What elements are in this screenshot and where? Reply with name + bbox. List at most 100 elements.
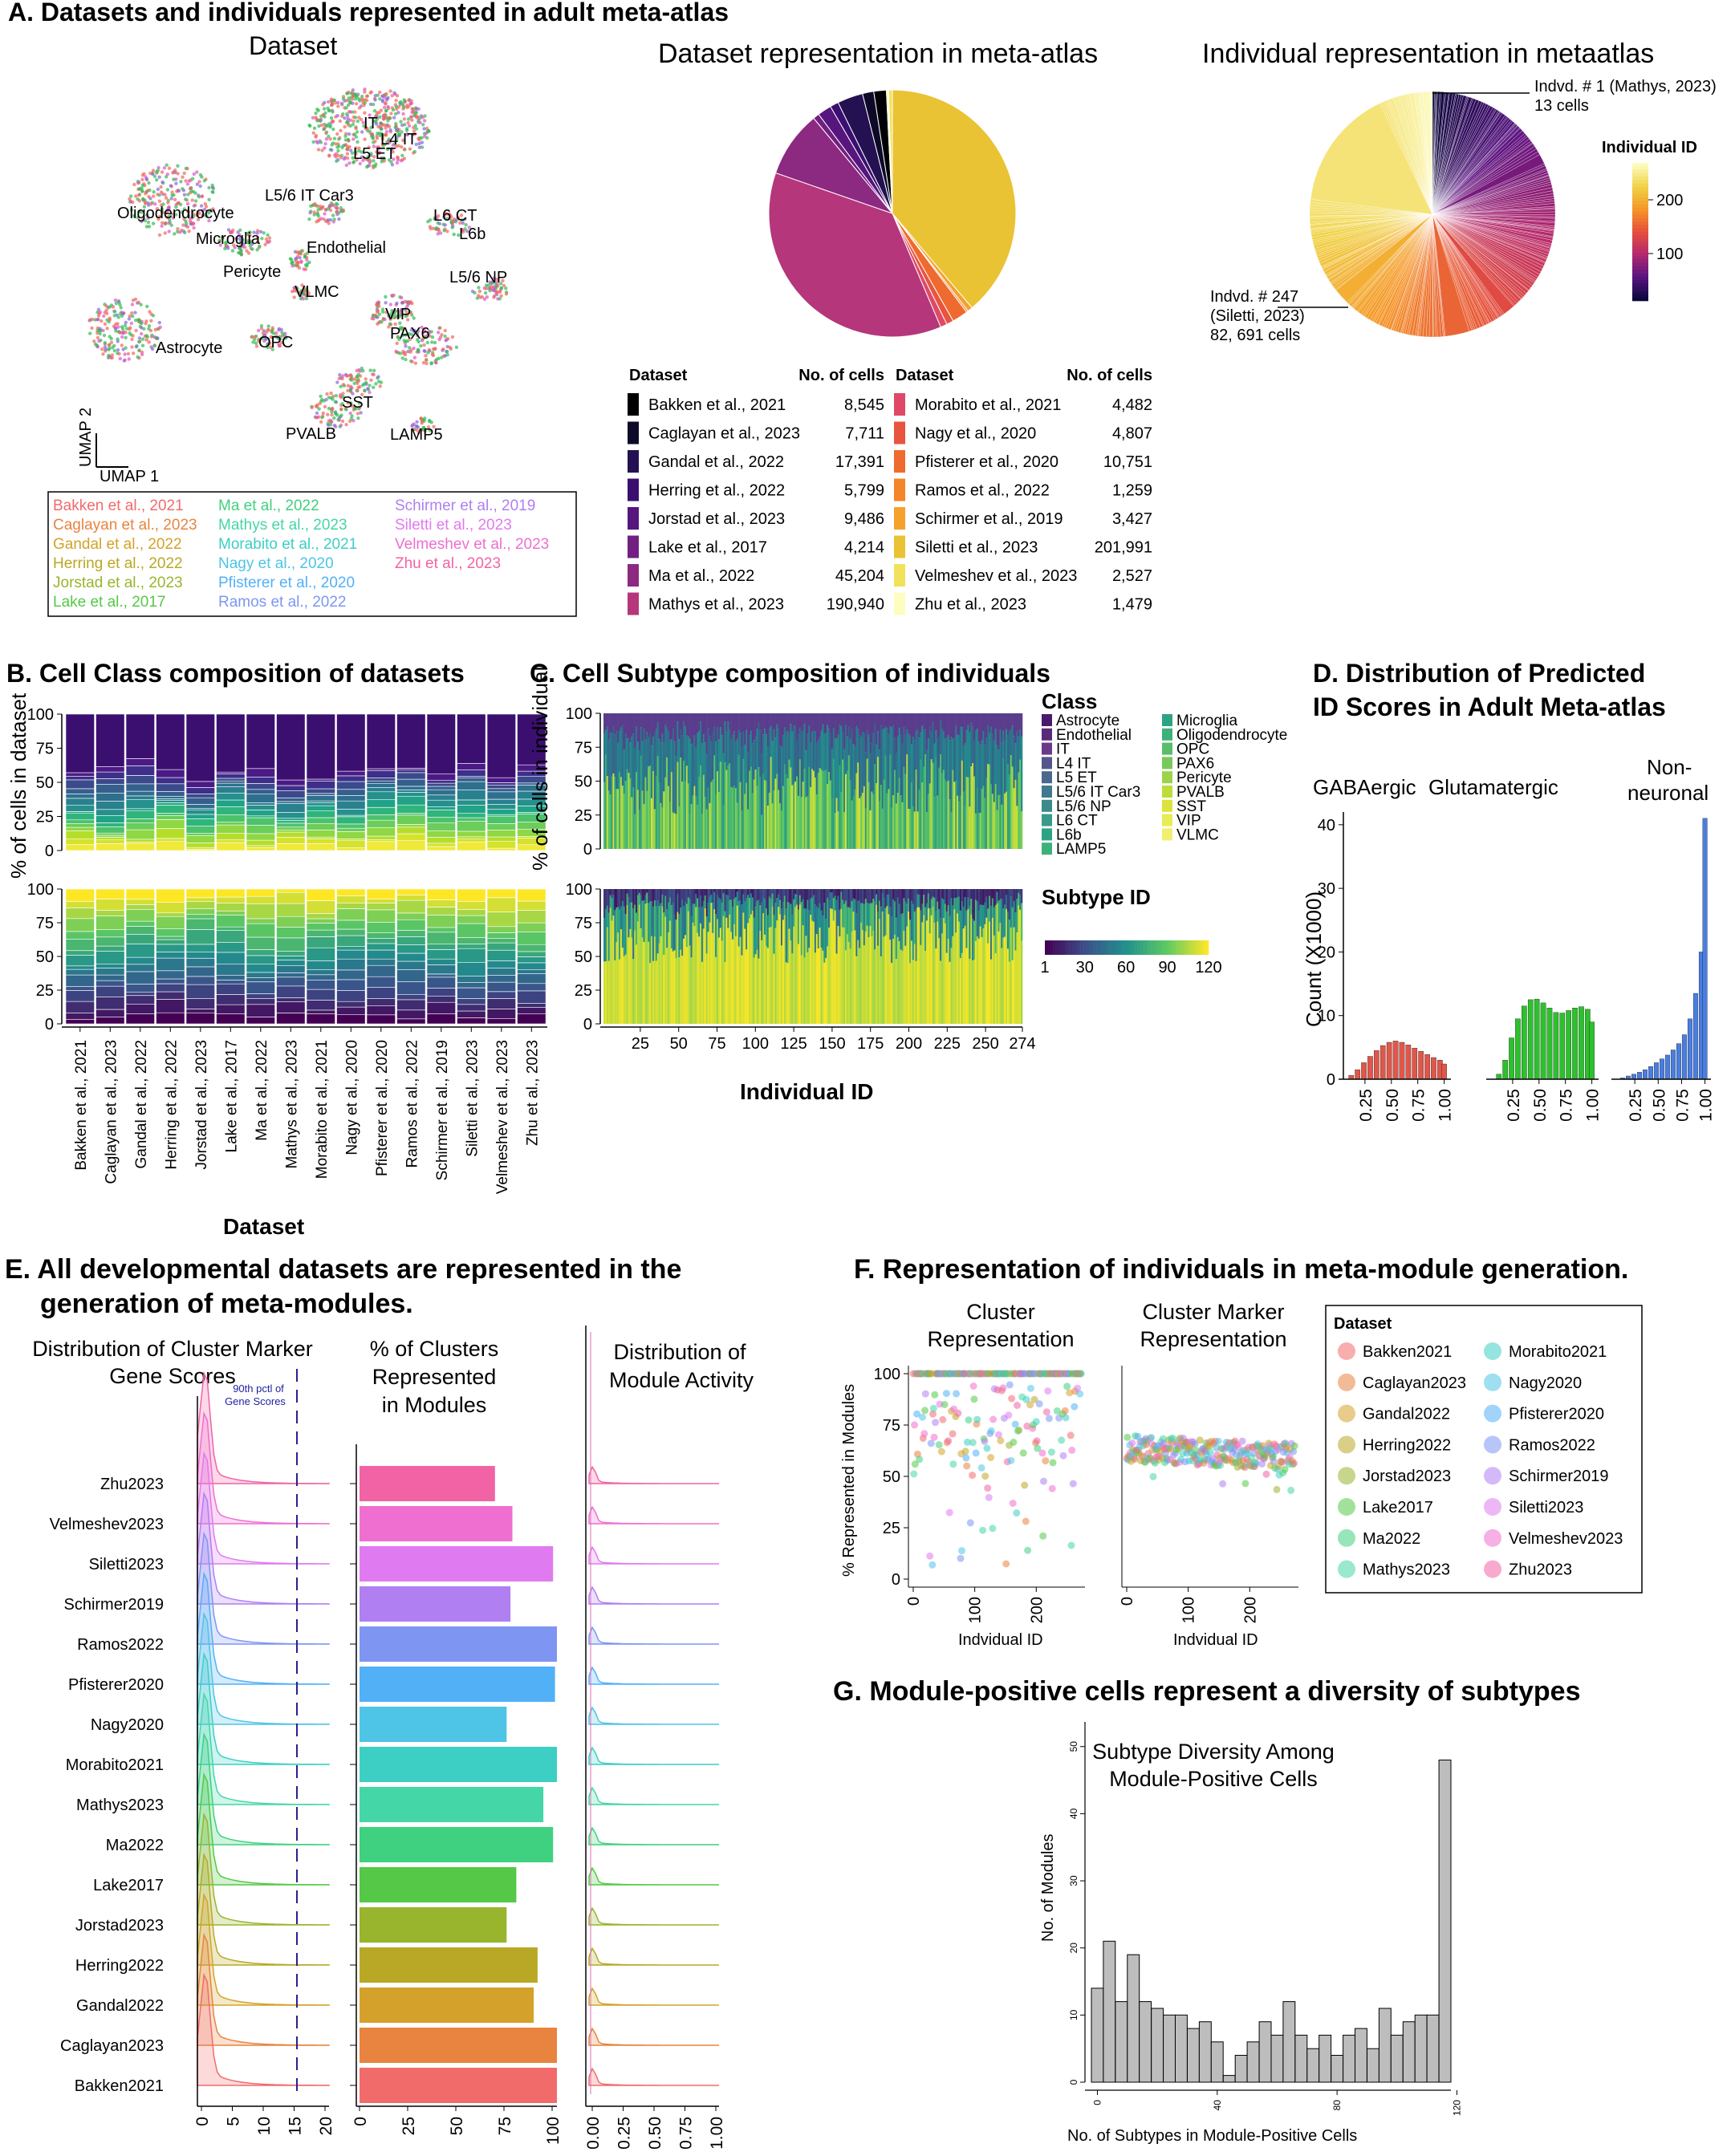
subtype-colorbar-step (1203, 940, 1206, 955)
e-module-activity-ridge (588, 1746, 719, 1765)
subtype-bar-segment (692, 903, 694, 923)
subtype-bar-segment (790, 767, 792, 849)
umap-legend-item: Lake et al., 2017 (53, 594, 166, 611)
subtype-bar-segment (609, 794, 612, 849)
subtype-bar-segment (768, 927, 770, 1024)
subtype-tick-label: 60 (1117, 959, 1135, 976)
subtype-bar-segment (987, 713, 989, 726)
umap-point (203, 201, 207, 206)
e-x1-tick-label: 0 (193, 2117, 212, 2126)
subtype-bar-segment (901, 889, 904, 914)
class-bar-segment (125, 971, 155, 985)
id-score-bar (1664, 1054, 1670, 1080)
umap-cluster-label: VIP (385, 306, 411, 323)
umap-point (323, 122, 327, 127)
umap-point (412, 149, 417, 154)
umap-point (467, 225, 471, 229)
subtype-bar-segment (672, 713, 674, 729)
subtype-bar-segment (839, 765, 841, 849)
subtype-bar-segment (835, 798, 838, 849)
f-cluster-point (921, 1407, 929, 1415)
umap-point (347, 144, 351, 149)
colorbar-step (1632, 256, 1648, 260)
id-score-bar (1553, 1012, 1559, 1080)
subtype-bar-segment (842, 713, 844, 732)
class-bar-segment (276, 965, 306, 973)
subtype-bar-segment (1004, 741, 1006, 794)
umap-point (459, 213, 464, 217)
umap-point (185, 225, 190, 229)
subtype-bar-segment (677, 912, 679, 1024)
subtype-bar-segment (614, 889, 616, 911)
class-bar-segment (306, 913, 335, 920)
umap-point (395, 160, 400, 165)
umap-point (328, 137, 332, 141)
subtype-colorbar-step (1050, 940, 1054, 955)
subtype-bar-segment (989, 713, 991, 733)
f-marker-point (1148, 1434, 1156, 1441)
subtype-bar-segment (765, 889, 768, 909)
subtype-bar-segment (843, 889, 846, 904)
panel-e-sub2-3: in Modules (382, 1393, 487, 1417)
umap-legend-item: Ramos et al., 2022 (218, 594, 346, 611)
subtype-bar-segment (739, 733, 742, 782)
class-bar-segment (185, 833, 215, 836)
subtype-bar-segment (713, 713, 716, 727)
table-cell-count: 8,545 (844, 396, 884, 414)
umap-cluster-label: L5/6 NP (449, 269, 507, 286)
umap-point (335, 209, 339, 214)
umap-point (266, 324, 270, 328)
umap-point (118, 311, 123, 316)
subtype-bar-segment (620, 713, 623, 728)
subtype-bar-segment (944, 889, 947, 904)
id-score-bar (1670, 1050, 1676, 1080)
class-bar-segment (336, 958, 366, 971)
subtype-bar-segment (937, 921, 939, 1024)
subtype-bar-segment (785, 908, 787, 963)
subtype-bar-segment (967, 897, 969, 909)
subtype-bar-segment (811, 713, 814, 733)
b-x-tick-label: Velmeshev et al., 2023 (494, 1040, 511, 1194)
umap-point (428, 419, 432, 424)
subtype-bar-segment (874, 764, 876, 849)
colorbar-step (1632, 211, 1648, 215)
subtype-bar-segment (793, 899, 795, 927)
umap-point (132, 182, 136, 187)
umap-point (461, 221, 465, 225)
umap-point (313, 201, 317, 206)
subtype-bar-segment (675, 920, 677, 959)
subtype-bar-segment (607, 739, 610, 791)
subtype-bar-segment (900, 949, 902, 1024)
subtype-bar-segment (918, 907, 920, 1024)
umap-point (148, 197, 152, 201)
subtype-bar-segment (904, 889, 907, 902)
umap-point (351, 156, 355, 160)
subtype-bar-segment (813, 770, 815, 849)
umap-point (120, 325, 124, 329)
subtype-bar-segment (996, 713, 998, 745)
subtype-bar-segment (604, 908, 607, 961)
colorbar-title: Individual ID (1602, 139, 1697, 156)
umap-legend-item: Nagy et al., 2020 (218, 555, 334, 572)
subtype-bar-segment (606, 713, 609, 727)
subtype-bar-segment (746, 729, 748, 783)
subtype-bar-segment (653, 809, 656, 849)
subtype-bar-segment (790, 713, 792, 725)
subtype-bar-segment (643, 713, 645, 729)
umap-point (356, 140, 360, 144)
subtype-bar-segment (705, 953, 708, 1024)
subtype-bar-segment (611, 776, 613, 849)
subtype-colorbar-step (1140, 940, 1144, 955)
umap-point (295, 264, 299, 268)
subtype-bar-segment (847, 727, 851, 756)
subtype-bar-segment (832, 728, 835, 759)
id-score-bar (1637, 1072, 1642, 1080)
colorbar-step (1632, 180, 1648, 185)
subtype-bar-segment (690, 713, 693, 745)
panel-d-title-2: ID Scores in Adult Meta-atlas (1313, 692, 1666, 721)
subtype-bar-segment (661, 807, 664, 849)
umap-point (191, 214, 196, 218)
subtype-bar-segment (624, 781, 627, 849)
umap-point (198, 184, 202, 189)
subtype-bar-segment (729, 889, 731, 900)
